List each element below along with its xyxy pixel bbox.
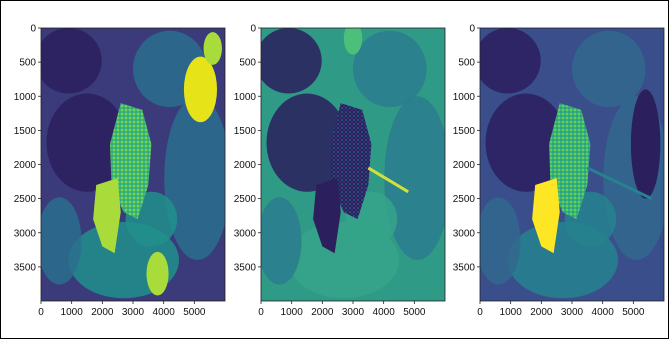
- panel-left-xtick-label: 1000: [61, 307, 84, 318]
- panel-right-ytick-label: 1500: [453, 126, 476, 137]
- panel-middle-image: [261, 28, 445, 301]
- panel-middle-ytick-label: 500: [239, 58, 256, 69]
- panel-middle-xtick-label: 4000: [373, 307, 396, 318]
- panel-middle-xtick-label: 5000: [403, 307, 426, 318]
- panel-middle-ytick-label: 1000: [234, 92, 257, 103]
- panel-right-ytick-label: 500: [458, 58, 475, 69]
- panel-right-xtick-label: 5000: [622, 307, 645, 318]
- panel-right-ytick-label: 2500: [453, 194, 476, 205]
- panel-left-ytick-label: 0: [30, 24, 36, 35]
- panel-right-svg: 0 500 1000 1500 2000 2500 3000 3500 0 1000 2000 300…: [453, 24, 665, 318]
- panel-left-ytick-label: 3000: [14, 228, 37, 239]
- panel-right-xtick-label: 2000: [530, 307, 553, 318]
- panel-right-xtick-label: 0: [477, 307, 483, 318]
- panel-right-ytick-label: 2000: [453, 160, 476, 171]
- panel-right-xtick-label: 3000: [561, 307, 584, 318]
- panel-left-ytick-label: 1500: [14, 126, 37, 137]
- panel-left-svg: 0 500 1000 1500 2000 2500 3000 3500 0 1000 2000 300…: [14, 24, 226, 318]
- panel-middle-xtick-label: 0: [258, 307, 264, 318]
- panel-middle-xtick-label: 1000: [281, 307, 304, 318]
- panel-right-ytick-label: 3000: [453, 228, 476, 239]
- panel-middle-ytick-label: 3000: [234, 228, 257, 239]
- panel-right-image: [480, 28, 664, 301]
- panel-left-ytick-label: 2000: [14, 160, 37, 171]
- panel-middle-xtick-label: 2000: [311, 307, 334, 318]
- panel-middle-ytick-label: 1500: [234, 126, 257, 137]
- panel-left-xtick-label: 2000: [91, 307, 114, 318]
- panel-middle-ytick-label: 2000: [234, 160, 257, 171]
- panel-middle-xtick-label: 3000: [342, 307, 365, 318]
- panel-left-ytick-label: 2500: [14, 194, 37, 205]
- panel-left-ytick-label: 3500: [14, 262, 37, 273]
- panel-middle-ytick-label: 0: [250, 24, 256, 35]
- panel-middle: 0 500 1000 1500 2000 2500 3000 3500 0 1000 2000 300…: [223, 1, 449, 340]
- panel-left-ytick-label: 1000: [14, 92, 37, 103]
- panel-right-ytick-label: 3500: [453, 262, 476, 273]
- panel-middle-svg: 0 500 1000 1500 2000 2500 3000 3500 0 1000 2000 300…: [234, 24, 446, 318]
- panel-right: 0 500 1000 1500 2000 2500 3000 3500 0 1000 2000 300…: [446, 1, 669, 340]
- panel-right-xtick-label: 1000: [500, 307, 523, 318]
- panel-middle-ytick-label: 2500: [234, 194, 257, 205]
- panel-left: 0 500 1000 1500 2000 2500 3000 3500 0 1000 2000 300…: [1, 1, 227, 340]
- panel-left-xtick-label: 5000: [183, 307, 206, 318]
- panel-left-ytick-label: 500: [19, 58, 36, 69]
- panel-right-xtick-label: 4000: [592, 307, 615, 318]
- panel-left-xtick-label: 3000: [122, 307, 145, 318]
- panel-middle-ytick-label: 3500: [234, 262, 257, 273]
- panel-right-ytick-label: 0: [469, 24, 475, 35]
- panel-left-xtick-label: 4000: [153, 307, 176, 318]
- panel-right-ytick-label: 1000: [453, 92, 476, 103]
- panel-left-xtick-label: 0: [38, 307, 44, 318]
- panel-left-image: [41, 28, 225, 301]
